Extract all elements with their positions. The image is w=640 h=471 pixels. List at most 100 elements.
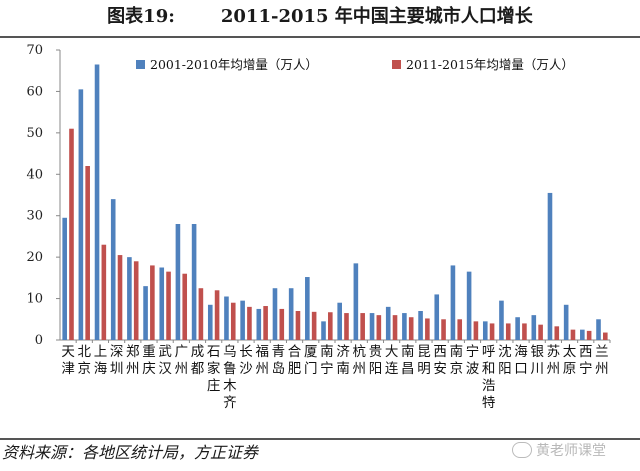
- bar-2011-2015: [214, 290, 220, 340]
- figure-title-text: 2011-2015 年中国主要城市人口增长: [220, 6, 533, 27]
- bar-2011-2015: [150, 265, 155, 340]
- x-category-label: 成都: [191, 344, 205, 377]
- bar-2011-2015: [247, 306, 252, 340]
- x-category-label: 重庆: [142, 344, 156, 377]
- x-category-label: 南京: [450, 344, 464, 377]
- bar-2011-2015: [425, 318, 430, 340]
- bar-2001-2010: [418, 311, 423, 340]
- bar-2001-2010: [207, 304, 213, 340]
- bar-2001-2010: [240, 300, 245, 340]
- bar-2001-2010: [596, 319, 601, 340]
- x-category-label: 广州: [175, 344, 189, 377]
- x-category-labels: 天津北京上海深圳郑州重庆武汉广州成都石家庄乌鲁木齐长沙福州青岛合肥厦门南宁济南杭…: [61, 343, 608, 411]
- chart-axes: [56, 49, 611, 343]
- bar-2001-2010: [580, 329, 585, 340]
- watermark: 黄老师课堂: [512, 440, 606, 460]
- bar-2011-2015: [570, 329, 576, 340]
- bar-2001-2010: [482, 321, 488, 340]
- x-category-label: 西安: [433, 344, 447, 377]
- x-category-label: 宁波: [466, 343, 480, 377]
- x-category-label: 南宁: [320, 344, 334, 377]
- x-category-label: 苏州: [547, 344, 561, 377]
- x-category-label: 大连: [385, 344, 399, 377]
- bar-2001-2010: [321, 321, 326, 340]
- y-tick-labels: 0 10 20 30 40 50 60 70: [26, 43, 43, 348]
- x-category-label: 贵阳: [369, 344, 383, 377]
- y-tick-label: 50: [26, 126, 43, 141]
- bar-2001-2010: [450, 265, 456, 340]
- bar-2001-2010: [175, 224, 181, 340]
- bar-2011-2015: [457, 319, 463, 340]
- bar-2001-2010: [110, 199, 116, 340]
- bar-2011-2015: [360, 313, 365, 340]
- figure-number: 图表19:: [107, 6, 175, 27]
- bar-2001-2010: [94, 64, 100, 340]
- bar-2001-2010: [531, 315, 537, 340]
- bar-2011-2015: [554, 326, 560, 340]
- x-category-label: 昆明: [417, 344, 431, 377]
- x-category-label: 厦门: [304, 344, 318, 377]
- legend-label-series1: 2001-2010年均增量（万人）: [150, 57, 318, 72]
- bar-2011-2015: [166, 271, 171, 340]
- x-category-label: 兰州: [595, 344, 609, 377]
- bar-2001-2010: [563, 304, 569, 340]
- x-category-label: 上海: [94, 344, 108, 377]
- x-category-label: 天津: [61, 344, 75, 377]
- bar-2011-2015: [376, 315, 382, 340]
- x-category-label: 沈阳: [498, 344, 512, 377]
- bar-2011-2015: [182, 273, 188, 340]
- bar-2001-2010: [62, 217, 67, 340]
- series-2011-2015-bars: [69, 128, 608, 340]
- bar-2011-2015: [263, 306, 268, 340]
- bar-2001-2010: [547, 192, 553, 340]
- bar-2001-2010: [402, 313, 407, 340]
- bar-2011-2015: [392, 315, 398, 340]
- bar-2011-2015: [117, 255, 123, 340]
- bar-2011-2015: [344, 313, 349, 340]
- x-category-label: 银川: [530, 344, 544, 377]
- x-category-label: 武汉: [158, 344, 172, 377]
- x-category-label: 郑州: [126, 344, 140, 377]
- bar-2001-2010: [224, 296, 229, 340]
- x-category-label: 长沙: [239, 344, 253, 377]
- x-category-label: 南昌: [401, 344, 415, 377]
- y-tick-label: 0: [35, 333, 43, 348]
- legend-swatch-series1: [136, 60, 145, 69]
- y-tick-label: 20: [26, 250, 43, 265]
- bar-2001-2010: [305, 277, 310, 340]
- legend-label-series2: 2011-2015年均增量（万人）: [406, 57, 574, 72]
- x-category-label: 北京: [78, 344, 92, 377]
- bar-2011-2015: [85, 166, 90, 340]
- bar-2011-2015: [489, 323, 495, 340]
- x-category-label: 青岛: [272, 344, 286, 377]
- bar-2001-2010: [353, 263, 359, 340]
- bar-2001-2010: [143, 286, 148, 340]
- x-category-label: 杭州: [353, 344, 367, 377]
- series-2001-2010-bars: [62, 64, 601, 340]
- bar-2011-2015: [279, 308, 285, 340]
- bar-2011-2015: [522, 323, 527, 340]
- x-category-label: 济南: [336, 344, 350, 377]
- y-tick-label: 30: [26, 209, 43, 224]
- bar-2011-2015: [328, 312, 333, 340]
- bar-2011-2015: [505, 323, 511, 340]
- title-rule: [0, 36, 640, 38]
- x-category-label: 太原: [563, 344, 577, 377]
- bar-2001-2010: [256, 308, 262, 340]
- watermark-text: 黄老师课堂: [536, 443, 606, 459]
- y-tick-label: 60: [26, 84, 43, 99]
- bar-2001-2010: [434, 294, 440, 340]
- legend-swatch-series2: [392, 60, 401, 69]
- x-category-label: 合肥: [288, 344, 302, 377]
- bar-2001-2010: [337, 302, 342, 340]
- x-category-label: 西宁: [579, 344, 593, 377]
- x-category-label: 石家庄: [207, 344, 221, 394]
- x-category-label: 深圳: [110, 344, 124, 377]
- bar-2001-2010: [127, 257, 132, 340]
- y-tick-label: 70: [26, 43, 43, 58]
- bar-chart: 0 10 20 30 40 50 60 70 天津北京上海深圳郑州重庆武汉广州成都石家庄乌鲁木…: [26, 43, 611, 411]
- source-note: 资料来源：各地区统计局，方正证券: [2, 443, 259, 462]
- bar-2011-2015: [603, 332, 608, 340]
- y-tick-label: 10: [26, 292, 43, 307]
- x-category-label: 呼和浩特: [482, 344, 496, 411]
